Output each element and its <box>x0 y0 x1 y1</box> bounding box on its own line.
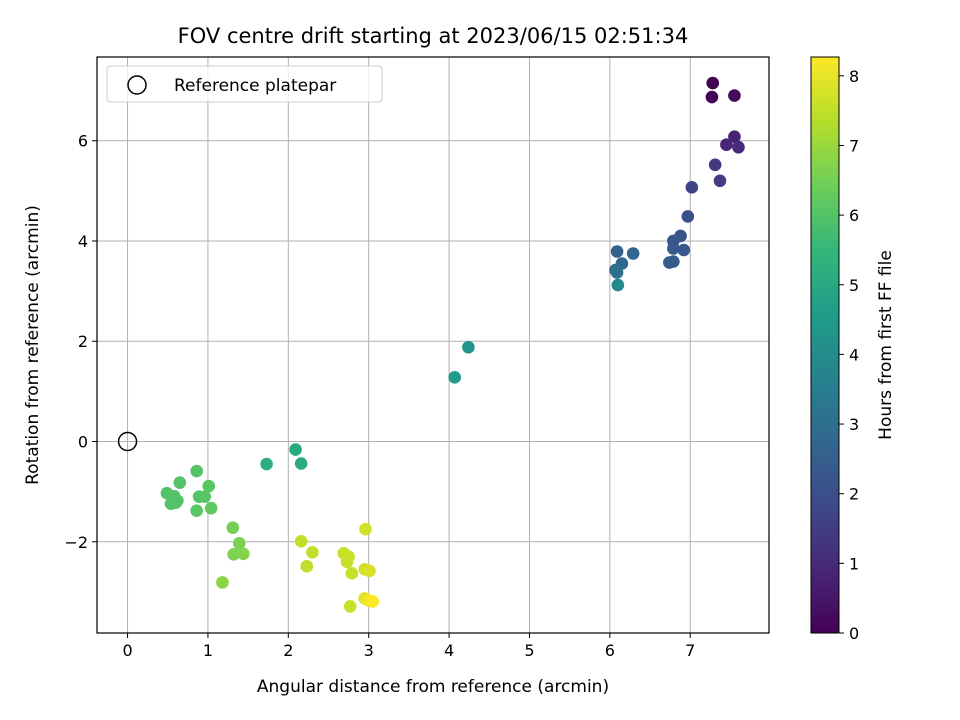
x-tick-label: 6 <box>605 641 615 660</box>
data-point <box>667 242 680 255</box>
data-point <box>204 501 218 515</box>
y-tick-label: 4 <box>78 232 88 251</box>
data-point <box>226 521 240 535</box>
data-point <box>190 504 203 517</box>
data-point <box>363 564 376 578</box>
colorbar-tick-label: 4 <box>849 345 859 364</box>
data-point <box>626 247 640 260</box>
data-point <box>713 174 727 188</box>
data-point <box>173 476 187 489</box>
y-tick-label: 2 <box>78 332 88 351</box>
x-tick-label: 2 <box>283 641 293 660</box>
x-tick-label: 1 <box>203 641 213 660</box>
data-point <box>345 567 359 580</box>
data-point <box>294 457 308 470</box>
data-point <box>343 600 357 613</box>
data-point <box>708 158 722 172</box>
y-tick-label: 0 <box>78 433 88 452</box>
colorbar-gradient <box>810 56 840 634</box>
y-tick-label: 6 <box>78 132 88 151</box>
y-axis-ticks: −2 0 2 4 6 <box>64 132 97 552</box>
colorbar: 0 1 2 3 4 5 6 7 8 Hours from first FF file <box>810 56 896 643</box>
x-axis-label: Angular distance from reference (arcmin) <box>257 677 609 697</box>
x-tick-label: 5 <box>524 641 534 660</box>
data-point <box>685 181 699 194</box>
data-point <box>198 490 212 503</box>
data-point <box>366 595 380 608</box>
data-point <box>448 371 462 384</box>
plot-frame <box>96 56 770 634</box>
x-tick-label: 4 <box>444 641 454 660</box>
colorbar-label: Hours from first FF file <box>876 250 896 440</box>
data-point <box>340 555 354 569</box>
plot-area: 0 1 2 3 4 5 6 7 −2 0 2 4 6 <box>64 56 770 660</box>
data-point <box>610 266 624 279</box>
colorbar-ticks: 0 1 2 3 4 5 6 7 8 <box>839 67 859 643</box>
colorbar-tick-label: 1 <box>849 554 859 573</box>
data-point <box>610 245 624 258</box>
data-point <box>706 76 720 90</box>
data-point <box>216 576 229 589</box>
data-point <box>611 278 625 292</box>
reference-platepar-marker <box>117 431 138 452</box>
data-point <box>728 89 741 102</box>
legend-marker-open-circle-icon <box>127 75 147 95</box>
colorbar-tick-label: 0 <box>849 624 859 643</box>
data-point <box>667 255 680 268</box>
data-point <box>236 547 250 561</box>
colorbar-tick-label: 7 <box>849 136 859 155</box>
data-point <box>728 130 741 144</box>
data-point <box>306 545 319 559</box>
data-point <box>202 479 216 493</box>
legend-label: Reference platepar <box>174 76 336 96</box>
legend: Reference platepar <box>106 65 383 103</box>
data-points <box>160 76 745 613</box>
data-point <box>294 534 308 548</box>
colorbar-tick-label: 6 <box>849 206 859 225</box>
grid <box>97 57 769 633</box>
data-point <box>732 140 745 154</box>
data-point <box>260 457 273 471</box>
colorbar-tick-label: 5 <box>849 276 859 295</box>
data-point <box>289 443 302 456</box>
x-axis-ticks: 0 1 2 3 4 5 6 7 <box>122 633 695 660</box>
x-tick-label: 7 <box>685 641 695 660</box>
x-tick-label: 3 <box>364 641 374 660</box>
data-point <box>462 340 475 354</box>
data-point <box>227 547 240 561</box>
y-tick-label: −2 <box>64 533 88 552</box>
data-point <box>232 536 246 550</box>
data-point <box>359 522 372 536</box>
data-point <box>705 90 719 104</box>
data-point <box>681 210 695 223</box>
colorbar-tick-label: 2 <box>849 485 859 504</box>
data-point <box>169 496 183 509</box>
chart-title: FOV centre drift starting at 2023/06/15 … <box>178 24 689 48</box>
colorbar-tick-label: 8 <box>849 67 859 86</box>
data-point <box>720 138 733 152</box>
colorbar-tick-label: 3 <box>849 415 859 434</box>
data-point <box>300 560 314 573</box>
data-point <box>677 243 691 257</box>
legend-box <box>106 65 383 103</box>
data-point <box>190 464 203 478</box>
x-tick-label: 0 <box>122 641 132 660</box>
y-axis-label: Rotation from reference (arcmin) <box>23 205 43 485</box>
